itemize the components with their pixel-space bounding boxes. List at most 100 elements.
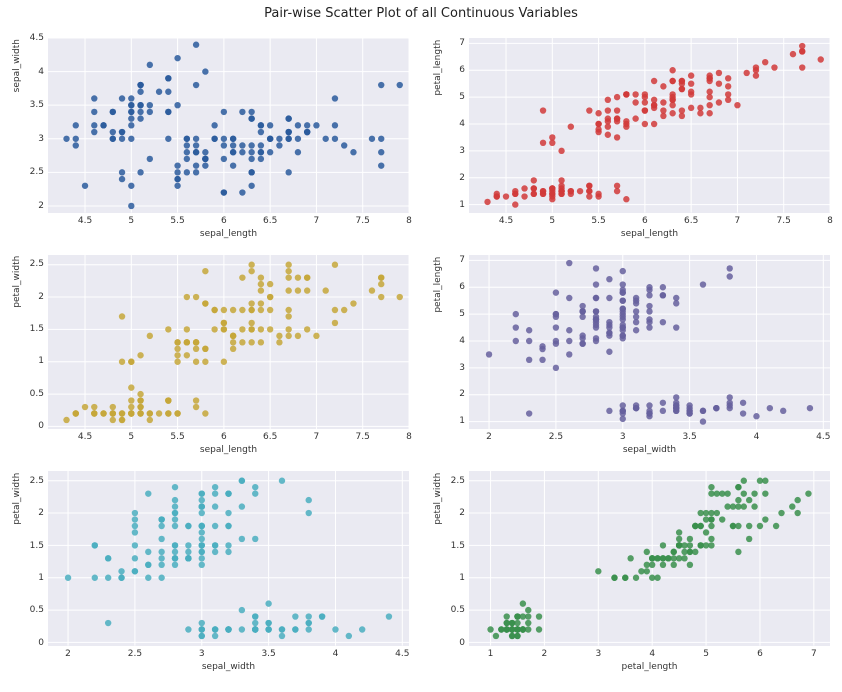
scatter-point bbox=[128, 384, 134, 390]
scatter-point bbox=[295, 122, 301, 128]
scatter-point bbox=[632, 91, 638, 97]
scatter-point bbox=[202, 345, 208, 351]
scatter-point bbox=[119, 95, 125, 101]
x-tick-label: 7 bbox=[314, 216, 320, 226]
scatter-point bbox=[225, 510, 231, 516]
scatter-point bbox=[63, 416, 69, 422]
scatter-point bbox=[147, 102, 153, 108]
scatter-point bbox=[332, 136, 338, 142]
scatter-point bbox=[137, 109, 143, 115]
scatter-point bbox=[128, 397, 134, 403]
scatter-point bbox=[740, 399, 746, 405]
scatter-point bbox=[248, 300, 254, 306]
scatter-point bbox=[595, 121, 601, 127]
scatter-point bbox=[212, 504, 218, 510]
scatter-point bbox=[165, 109, 171, 115]
scatter-point bbox=[184, 339, 190, 345]
scatter-point bbox=[730, 523, 736, 529]
scatter-point bbox=[553, 311, 559, 317]
scatter-point bbox=[799, 64, 805, 70]
scatter-point bbox=[193, 42, 199, 48]
scatter-point bbox=[119, 176, 125, 182]
scatter-point bbox=[145, 562, 151, 568]
scatter-point bbox=[632, 115, 638, 121]
scatter-point bbox=[199, 627, 205, 633]
y-tick-label: 0.5 bbox=[30, 605, 44, 615]
scatter-point bbox=[202, 358, 208, 364]
scatter-point bbox=[540, 140, 546, 146]
scatter-point bbox=[332, 306, 338, 312]
scatter-point bbox=[743, 70, 749, 76]
plot-svg bbox=[48, 255, 409, 430]
scatter-point bbox=[285, 326, 291, 332]
scatter-point bbox=[239, 504, 245, 510]
scatter-point bbox=[484, 199, 490, 205]
scatter-point bbox=[651, 105, 657, 111]
scatter-point bbox=[184, 294, 190, 300]
scatter-point bbox=[593, 281, 599, 287]
scatter-point bbox=[686, 402, 692, 408]
scatter-point bbox=[230, 162, 236, 168]
scatter-point bbox=[606, 294, 612, 300]
scatter-point bbox=[633, 294, 639, 300]
scatter-point bbox=[708, 536, 714, 542]
scatter-point bbox=[202, 68, 208, 74]
scatter-point bbox=[681, 555, 687, 561]
x-tick-label: 3 bbox=[595, 649, 601, 659]
scatter-point bbox=[225, 543, 231, 549]
scatter-point bbox=[239, 306, 245, 312]
scatter-point bbox=[239, 478, 245, 484]
scatter-point bbox=[595, 568, 601, 574]
scatter-point bbox=[199, 555, 205, 561]
scatter-point bbox=[184, 352, 190, 358]
scatter-point bbox=[614, 94, 620, 100]
scatter-point bbox=[174, 358, 180, 364]
y-tick-label: 0.5 bbox=[451, 605, 465, 615]
scatter-point bbox=[147, 62, 153, 68]
y-tick-label: 6 bbox=[459, 282, 465, 292]
scatter-point bbox=[137, 403, 143, 409]
scatter-point bbox=[642, 107, 648, 113]
scatter-point bbox=[248, 156, 254, 162]
scatter-point bbox=[322, 287, 328, 293]
scatter-point bbox=[514, 614, 520, 620]
scatter-point bbox=[147, 416, 153, 422]
scatter-point bbox=[193, 339, 199, 345]
scatter-point bbox=[132, 555, 138, 561]
scatter-point bbox=[790, 51, 796, 57]
scatter-point bbox=[304, 274, 310, 280]
scatter-point bbox=[119, 136, 125, 142]
scatter-point bbox=[248, 142, 254, 148]
scatter-point bbox=[605, 132, 611, 138]
scatter-point bbox=[531, 191, 537, 197]
scatter-point bbox=[132, 523, 138, 529]
scatter-point bbox=[221, 109, 227, 115]
scatter-point bbox=[145, 575, 151, 581]
scatter-point bbox=[586, 107, 592, 113]
scatter-point bbox=[276, 332, 282, 338]
scatter-point bbox=[605, 97, 611, 103]
scatter-point bbox=[725, 91, 731, 97]
scatter-point bbox=[579, 340, 585, 346]
scatter-point bbox=[199, 510, 205, 516]
scatter-point bbox=[746, 523, 752, 529]
scatter-point bbox=[799, 48, 805, 54]
scatter-point bbox=[577, 188, 583, 194]
scatter-point bbox=[633, 308, 639, 314]
y-tick-label: 4 bbox=[38, 67, 44, 77]
scatter-point bbox=[378, 82, 384, 88]
scatter-point bbox=[359, 627, 365, 633]
scatter-point bbox=[526, 337, 532, 343]
scatter-point bbox=[369, 136, 375, 142]
scatter-point bbox=[248, 149, 254, 155]
x-tick-label: 3 bbox=[199, 649, 205, 659]
scatter-point bbox=[185, 627, 191, 633]
scatter-point bbox=[304, 122, 310, 128]
x-tick-label: 5.5 bbox=[170, 432, 184, 442]
scatter-point bbox=[199, 633, 205, 639]
scatter-point bbox=[248, 326, 254, 332]
scatter-point bbox=[199, 536, 205, 542]
scatter-point bbox=[513, 324, 519, 330]
scatter-point bbox=[230, 136, 236, 142]
scatter-point bbox=[512, 191, 518, 197]
